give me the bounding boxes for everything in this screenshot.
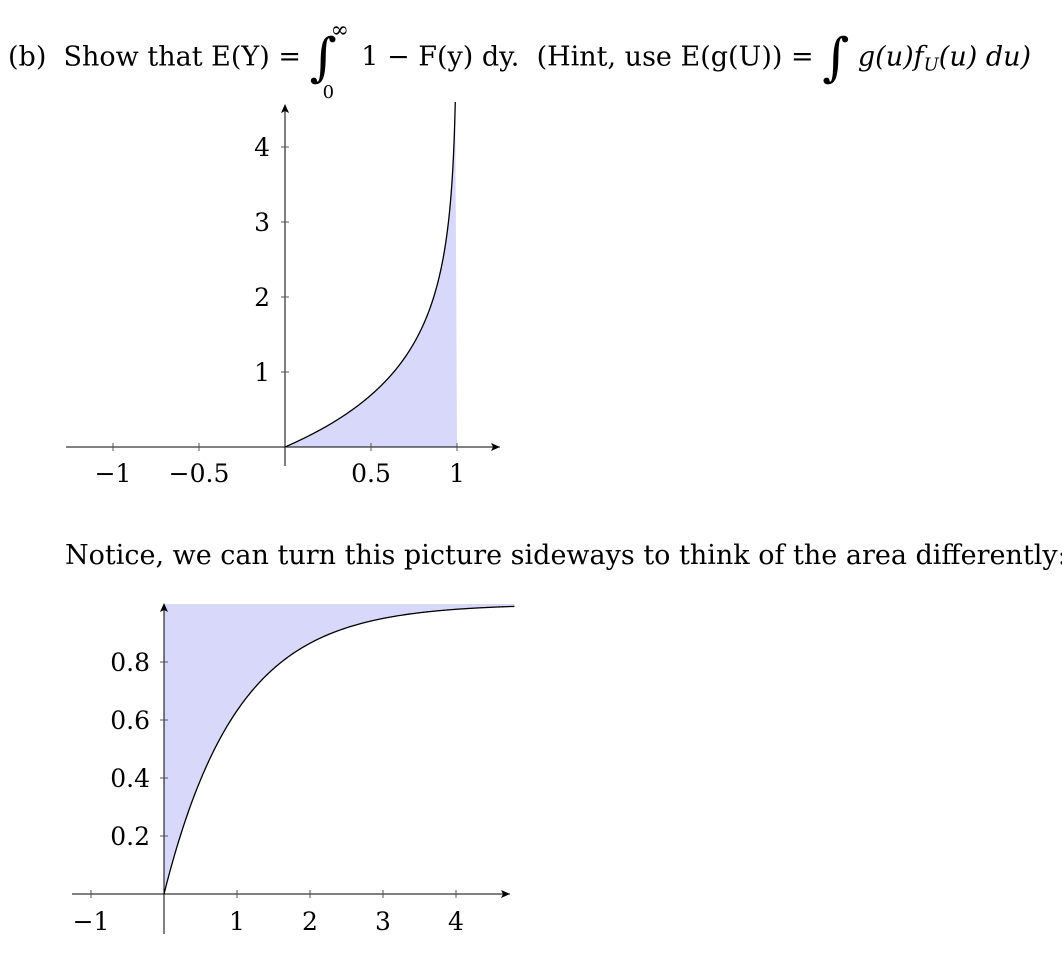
curve-line [284, 101, 456, 448]
y-tick-label: 0.2 [110, 822, 150, 851]
y-tick-label: 0.4 [110, 764, 150, 793]
problem-label: (b) [8, 41, 47, 73]
x-tick-label: 3 [375, 907, 391, 936]
x-tick-label: 4 [448, 907, 464, 936]
y-tick-label: 4 [254, 133, 270, 162]
hint-integrand-right: (u) du) [938, 41, 1032, 73]
expectation-lhs: E(Y) = [211, 41, 301, 73]
show-text: Show that [63, 41, 203, 73]
y-tick-label: 1 [254, 358, 270, 387]
y-axis-arrow [160, 603, 168, 612]
curve-line [163, 605, 515, 895]
hint-subscript: U [923, 54, 939, 76]
y-tick-label: 0.6 [110, 706, 150, 735]
x-axis-arrow [501, 890, 510, 898]
problem-statement: (b) Show that E(Y) = ∫ ∞ 0 1 − F(y) dy. (H… [8, 20, 1032, 102]
y-tick-label: 3 [254, 208, 270, 237]
hint-integral-sign: ∫ [822, 27, 850, 88]
integral-lower: 0 [322, 82, 335, 103]
notice-text: Notice, we can turn this picture sideway… [65, 540, 1062, 571]
x-tick-label: 1 [449, 459, 465, 488]
y-tick-label: 2 [254, 283, 270, 312]
integral-limits: ∞ 0 [323, 20, 353, 102]
y-axis-arrow [281, 104, 289, 113]
integral-sign: ∫ [309, 27, 337, 88]
hint-open: (Hint, use [536, 41, 672, 73]
shaded-area [164, 604, 515, 894]
hint-integrand-left: g(u)f [857, 41, 924, 73]
hint-expression: E(g(U)) = [680, 41, 814, 73]
x-tick-label: −0.5 [169, 459, 230, 488]
y-tick-label: 0.8 [110, 648, 150, 677]
x-tick-label: 1 [229, 907, 245, 936]
x-axis-arrow [491, 443, 500, 451]
integrand: 1 − F(y) dy. [361, 41, 520, 73]
x-tick-label: 0.5 [351, 459, 391, 488]
x-tick-label: −1 [95, 459, 132, 488]
x-tick-label: 2 [302, 907, 318, 936]
shaded-area [285, 102, 457, 447]
integral-upper: ∞ [330, 18, 349, 43]
x-tick-label: −1 [73, 907, 110, 936]
chart-1: −1 −0.5 0.5 1 1 2 3 4 [66, 101, 500, 488]
